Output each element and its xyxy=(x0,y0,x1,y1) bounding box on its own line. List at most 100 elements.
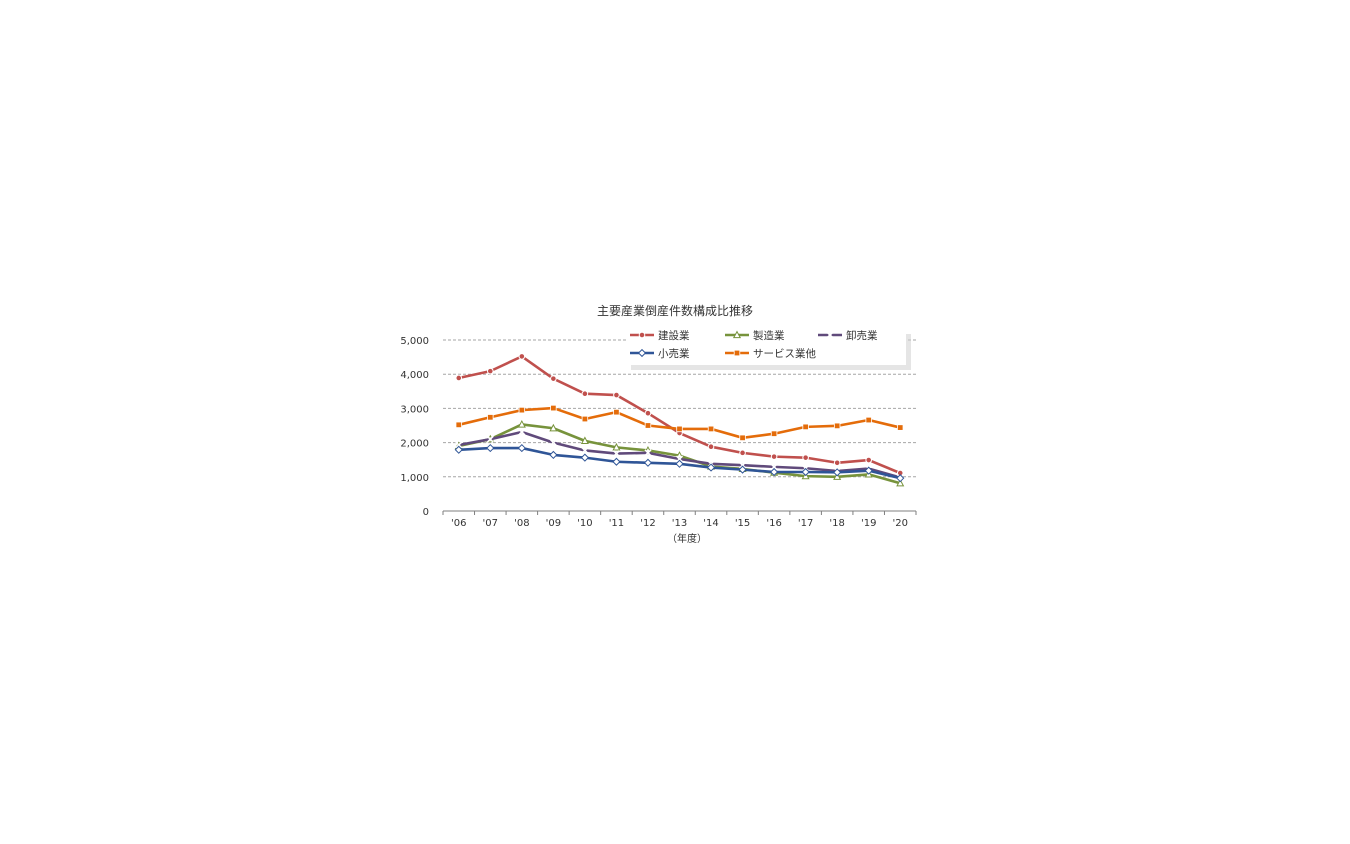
x-tick-label: '12 xyxy=(640,518,655,529)
data-point xyxy=(643,458,653,467)
series-4 xyxy=(454,443,905,483)
data-point xyxy=(739,434,746,442)
y-tick-label: 4,000 xyxy=(400,370,429,381)
data-point xyxy=(580,436,589,444)
data-point xyxy=(549,423,558,432)
data-point xyxy=(517,443,526,453)
series-lines xyxy=(454,353,905,487)
data-point xyxy=(486,443,495,453)
data-point xyxy=(675,455,684,463)
data-point xyxy=(802,423,809,431)
y-axis-ticks: 0 1,000 2,000 3,000 4,000 5,000 xyxy=(400,336,429,518)
legend-box xyxy=(626,329,906,365)
data-point xyxy=(675,459,684,468)
data-point xyxy=(644,449,652,457)
legend-marker xyxy=(638,331,646,339)
data-point xyxy=(550,375,557,382)
data-point xyxy=(644,422,652,429)
y-tick-label: 3,000 xyxy=(400,404,429,415)
data-point xyxy=(549,450,558,460)
data-point xyxy=(612,442,621,451)
x-tick-label: '18 xyxy=(829,518,844,529)
y-tick-label: 2,000 xyxy=(400,439,429,450)
data-point xyxy=(738,465,747,474)
legend-label: サービス業他 xyxy=(753,347,816,360)
data-point xyxy=(644,409,652,417)
data-point xyxy=(486,435,494,443)
data-point xyxy=(580,453,590,462)
data-point xyxy=(613,408,620,416)
data-point xyxy=(550,404,557,412)
data-point xyxy=(770,463,778,471)
x-tick-label: '17 xyxy=(798,518,813,529)
x-tick-label: '10 xyxy=(577,518,592,529)
data-point xyxy=(518,406,526,414)
x-tick-label: '20 xyxy=(892,518,907,529)
x-tick-label: '19 xyxy=(861,518,876,529)
x-tick-label: '14 xyxy=(703,518,718,529)
data-point xyxy=(455,441,463,449)
data-point xyxy=(706,463,716,472)
legend-label: 小売業 xyxy=(658,347,690,360)
x-tick-label: '08 xyxy=(514,518,529,529)
data-point xyxy=(581,390,589,397)
x-tick-label: '16 xyxy=(766,518,781,529)
x-axis-label: （年度） xyxy=(667,532,707,545)
data-point xyxy=(549,439,557,447)
data-point xyxy=(581,415,589,423)
legend-marker xyxy=(733,349,741,357)
legend-label: 建設業 xyxy=(658,329,690,342)
legend-label: 卸売業 xyxy=(846,329,878,342)
data-point xyxy=(801,467,810,477)
data-point xyxy=(707,425,715,433)
series-5 xyxy=(455,404,904,442)
x-axis: '06 '07 '08 '09 '10 '11 '12 '13 '14 '15 '16 '17 '18 '… xyxy=(442,510,917,529)
legend-entry: 製造業 xyxy=(725,329,785,342)
legend-entry: 卸売業 xyxy=(818,329,878,342)
data-point xyxy=(770,453,778,460)
y-tick-label: 0 xyxy=(423,507,429,518)
data-point xyxy=(833,459,841,467)
x-tick-label: '09 xyxy=(546,518,561,529)
legend-marker xyxy=(732,330,742,339)
series-1 xyxy=(455,353,904,477)
x-tick-label: '07 xyxy=(483,518,498,529)
data-point xyxy=(676,425,683,433)
data-point xyxy=(454,445,463,454)
data-point xyxy=(455,421,462,429)
y-tick-label: 5,000 xyxy=(400,336,429,347)
data-point xyxy=(518,428,526,436)
legend-marker xyxy=(637,348,647,358)
data-point xyxy=(487,367,494,375)
data-point xyxy=(455,374,463,382)
legend-label: 製造業 xyxy=(753,329,785,342)
data-point xyxy=(612,449,620,458)
legend-entry: サービス業他 xyxy=(725,347,816,360)
data-point xyxy=(897,424,904,431)
data-point xyxy=(739,461,747,469)
legend-entry: 小売業 xyxy=(630,347,690,360)
legend-marker xyxy=(826,331,834,339)
data-point xyxy=(613,391,620,399)
data-point xyxy=(769,467,779,477)
data-point xyxy=(487,414,494,421)
legend-entry: 建設業 xyxy=(630,329,690,342)
data-point xyxy=(517,420,526,428)
x-tick-label: '11 xyxy=(609,518,624,529)
y-tick-label: 1,000 xyxy=(400,473,429,484)
data-point xyxy=(896,474,905,483)
x-tick-label: '06 xyxy=(451,518,466,529)
data-point xyxy=(581,446,589,455)
data-point xyxy=(802,454,809,461)
data-point xyxy=(770,430,778,437)
data-point xyxy=(833,422,841,430)
x-tick-label: '15 xyxy=(735,518,750,529)
chart-title: 主要産業倒産件数構成比推移 xyxy=(597,303,753,318)
data-point xyxy=(739,449,746,457)
data-point xyxy=(707,443,715,451)
data-point xyxy=(896,478,905,487)
data-point xyxy=(864,466,873,475)
data-point xyxy=(865,456,873,464)
